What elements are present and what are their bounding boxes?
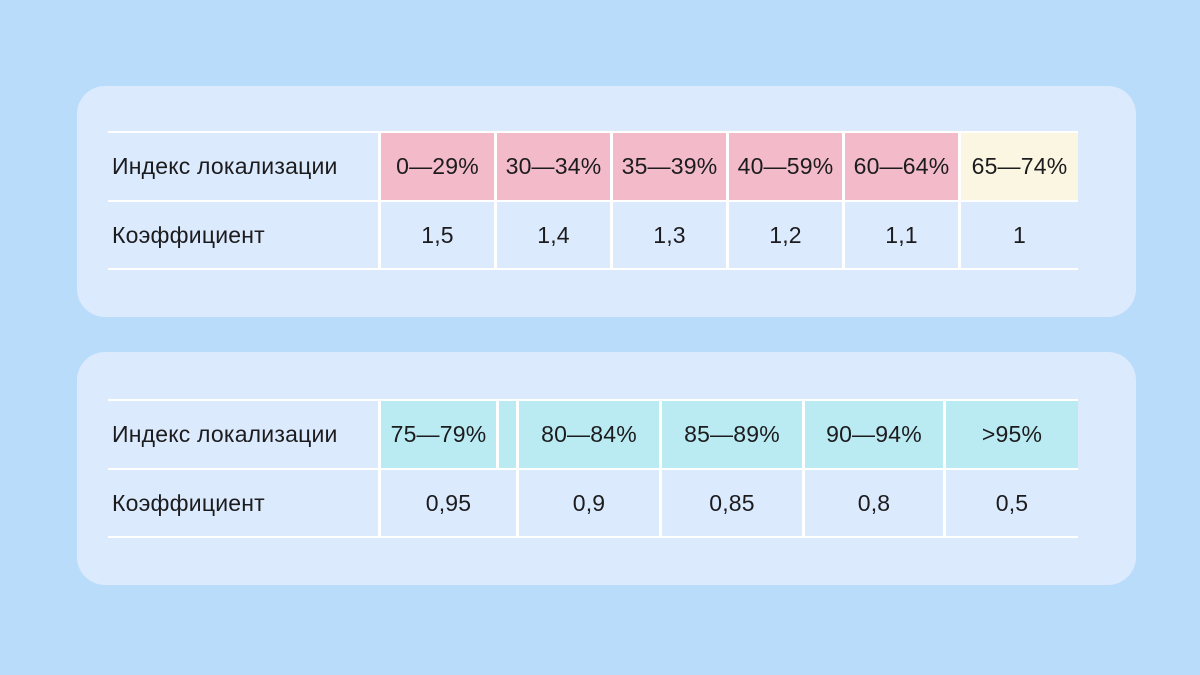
table-1-coefficient-row: Коэффициент 1,5 1,4 1,3 1,2 1,1 1 bbox=[108, 202, 1078, 268]
coefficient-value-cell: 1,3 bbox=[613, 202, 726, 268]
spacer-cell bbox=[499, 401, 516, 468]
range-cell: 0—29% bbox=[381, 133, 494, 200]
range-cell: >95% bbox=[946, 401, 1078, 468]
coefficient-table-1: Индекс локализации 0—29% 30—34% 35—39% 4… bbox=[108, 131, 1078, 270]
coefficient-table-2: Индекс локализации 75—79% 80—84% 85—89% … bbox=[108, 399, 1078, 538]
range-cell: 75—79% bbox=[381, 401, 496, 468]
coefficient-value-cell: 0,85 bbox=[662, 470, 802, 536]
coefficient-value-cell: 1,5 bbox=[381, 202, 494, 268]
coefficient-label: Коэффициент bbox=[108, 202, 378, 268]
coefficient-label: Коэффициент bbox=[108, 470, 378, 536]
coefficient-value-cell: 0,95 bbox=[381, 470, 516, 536]
range-cell: 65—74% bbox=[961, 133, 1078, 200]
range-cell: 40—59% bbox=[729, 133, 842, 200]
range-cell: 30—34% bbox=[497, 133, 610, 200]
table-card-1: Индекс локализации 0—29% 30—34% 35—39% 4… bbox=[77, 86, 1136, 317]
table-card-2: Индекс локализации 75—79% 80—84% 85—89% … bbox=[77, 352, 1136, 585]
table-2-header-row: Индекс локализации 75—79% 80—84% 85—89% … bbox=[108, 401, 1078, 468]
coefficient-value-cell: 1,1 bbox=[845, 202, 958, 268]
coefficient-value-cell: 0,5 bbox=[946, 470, 1078, 536]
range-cell: 80—84% bbox=[519, 401, 659, 468]
coefficient-value-cell: 0,8 bbox=[805, 470, 943, 536]
coefficient-value-cell: 1,2 bbox=[729, 202, 842, 268]
coefficient-value-cell: 0,9 bbox=[519, 470, 659, 536]
coefficient-value-cell: 1 bbox=[961, 202, 1078, 268]
range-cell: 60—64% bbox=[845, 133, 958, 200]
index-label: Индекс локализации bbox=[108, 401, 378, 468]
range-cell: 90—94% bbox=[805, 401, 943, 468]
range-cell: 85—89% bbox=[662, 401, 802, 468]
table-1-header-row: Индекс локализации 0—29% 30—34% 35—39% 4… bbox=[108, 133, 1078, 200]
range-cell: 35—39% bbox=[613, 133, 726, 200]
index-label: Индекс локализации bbox=[108, 133, 378, 200]
table-2-coefficient-row: Коэффициент 0,95 0,9 0,85 0,8 0,5 bbox=[108, 470, 1078, 536]
coefficient-value-cell: 1,4 bbox=[497, 202, 610, 268]
